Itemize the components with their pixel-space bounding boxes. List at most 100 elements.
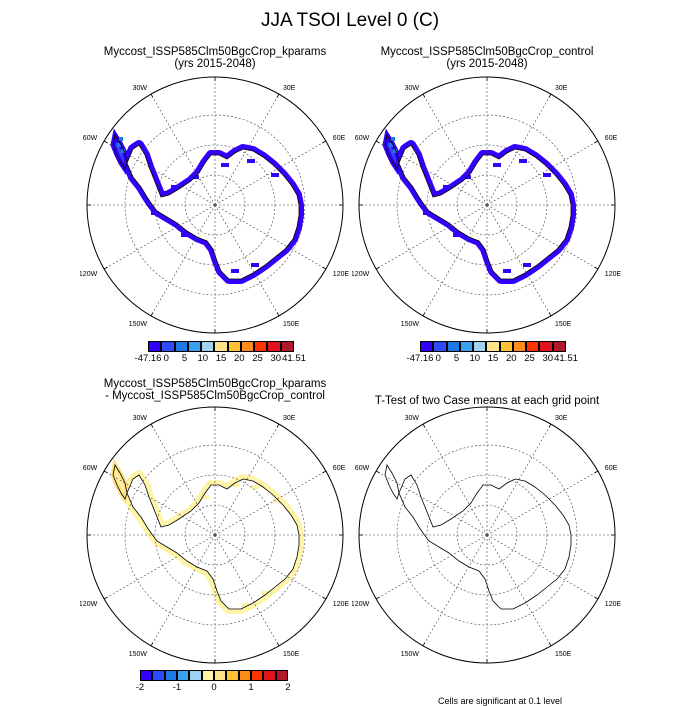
colorbar-label: 1 — [248, 682, 254, 693]
longitude-label: 150E — [283, 321, 300, 328]
cold-patch — [251, 263, 259, 267]
longitude-label: 60E — [333, 135, 346, 142]
colorbar-label: 10 — [197, 353, 209, 364]
colorbar-label: 5 — [453, 353, 460, 364]
colorbar-label: 0 — [211, 682, 217, 693]
colorbar-swatch — [254, 341, 268, 352]
meridian-line — [214, 204, 280, 317]
longitude-label: 120W — [80, 271, 98, 278]
frame-tick — [322, 596, 327, 600]
longitude-label: 30W — [405, 85, 420, 92]
longitude-label: 60E — [605, 135, 618, 142]
colorbar-kparams-labels: -47.16 0 5 10 15 20 25 30 41.51 — [128, 353, 314, 365]
longitude-label: 120E — [333, 601, 350, 608]
meridian-line — [150, 534, 216, 647]
meridian-line — [150, 423, 216, 536]
meridian-line — [214, 534, 327, 600]
colorbar-control-swatches — [420, 341, 566, 352]
cool-patch — [121, 149, 125, 153]
frame-tick — [594, 140, 599, 144]
cold-patch — [519, 159, 527, 163]
longitude-label: 30E — [283, 85, 296, 92]
meridian-line — [214, 140, 327, 206]
frame-tick — [548, 423, 552, 428]
panel-difference-title-line2: - Myccost_ISSP585Clm50BgcCrop_control — [105, 390, 325, 402]
map-panel-difference: 030E60E90E120E150E180150W120W90W60W30W — [80, 406, 350, 664]
meridian-line — [103, 470, 216, 536]
frame-tick — [422, 642, 426, 647]
meridian-line — [103, 534, 216, 600]
colorbar-swatch — [526, 341, 540, 352]
cold-patch — [171, 185, 179, 189]
longitude-label: 30E — [283, 415, 296, 422]
frame-tick — [322, 470, 327, 474]
panel-control-title-line1: Myccost_ISSP585Clm50BgcCrop_control — [380, 46, 594, 58]
colorbar-swatch — [227, 341, 241, 352]
colorbar-swatch — [148, 341, 162, 352]
cold-patch — [247, 159, 255, 163]
longitude-label: 150W — [129, 321, 148, 328]
frame-tick — [322, 266, 327, 270]
frame-tick — [276, 423, 280, 428]
peninsula-coastline — [384, 463, 400, 500]
cold-patch — [453, 233, 461, 237]
map-panel-kparams: 030E60E90E120E150E180150W120W90W60W30W — [80, 76, 349, 334]
frame-tick — [150, 423, 154, 428]
meridian-line — [422, 93, 488, 206]
longitude-label: 60W — [355, 465, 370, 472]
meridian-line — [214, 423, 280, 536]
colorbar-difference-labels: -2 -1 0 1 2 — [120, 682, 308, 694]
warming-patch — [181, 561, 189, 565]
colorbar-label: 0 — [435, 353, 441, 364]
longitude-label: 30E — [555, 85, 568, 92]
meridian-line — [375, 204, 488, 270]
colorbar-label: 30 — [542, 353, 554, 364]
longitude-label: 60E — [333, 465, 346, 472]
colorbar-swatch — [552, 341, 566, 352]
frame-tick — [150, 642, 154, 647]
colorbar-swatch — [250, 670, 264, 681]
frame-tick — [103, 596, 108, 600]
colorbar-swatch — [201, 341, 215, 352]
meridian-line — [486, 534, 599, 600]
panel-kparams-title: Myccost_ISSP585Clm50BgcCrop_kparams (yrs… — [80, 46, 350, 70]
colorbar-label: 41.51 — [282, 353, 306, 364]
colorbar-label: 2 — [285, 682, 291, 693]
colorbar-label: 15 — [487, 353, 499, 364]
frame-tick — [422, 423, 426, 428]
longitude-label: 150W — [401, 651, 420, 658]
colorbar-label: -47.16 — [406, 353, 434, 364]
colorbar-swatch — [473, 341, 487, 352]
meridian-line — [486, 423, 552, 536]
colorbar-kparams: -47.16 0 5 10 15 20 25 30 41.51 — [135, 341, 306, 365]
colorbar-label: 30 — [270, 353, 282, 364]
colorbar-difference-swatches — [140, 670, 288, 681]
colorbar-label: -47.16 — [134, 353, 162, 364]
longitude-label: 120E — [605, 271, 622, 278]
colorbar-control: -47.16 0 5 10 15 20 25 30 41.51 — [407, 341, 578, 365]
map-content — [87, 407, 343, 663]
colorbar-label: -1 — [172, 682, 182, 693]
colorbar-swatch — [420, 341, 434, 352]
panel-difference-title-line1: Myccost_ISSP585Clm50BgcCrop_kparams — [103, 378, 327, 390]
longitude-label: 120E — [605, 601, 622, 608]
meridian-line — [486, 204, 599, 270]
meridian-line — [103, 140, 216, 206]
colorbar-swatch — [238, 670, 251, 681]
frame-tick — [276, 312, 280, 317]
cold-patch — [423, 211, 431, 215]
meridian-line — [375, 534, 488, 600]
frame-tick — [322, 140, 327, 144]
colorbar-label: 5 — [181, 353, 188, 364]
meridian-line — [422, 534, 488, 647]
colorbar-label: 15 — [215, 353, 227, 364]
peninsula-coastline — [112, 463, 128, 500]
colorbar-swatch — [240, 341, 255, 352]
map-panel-control: 030E60E90E120E150E180150W120W90W60W30W — [352, 76, 622, 334]
frame-tick — [548, 312, 552, 317]
colorbar-label: 41.51 — [554, 353, 578, 364]
longitude-label: 30W — [405, 415, 420, 422]
frame-tick — [276, 642, 280, 647]
colorbar-swatch — [187, 341, 202, 352]
cold-patch — [271, 173, 279, 177]
